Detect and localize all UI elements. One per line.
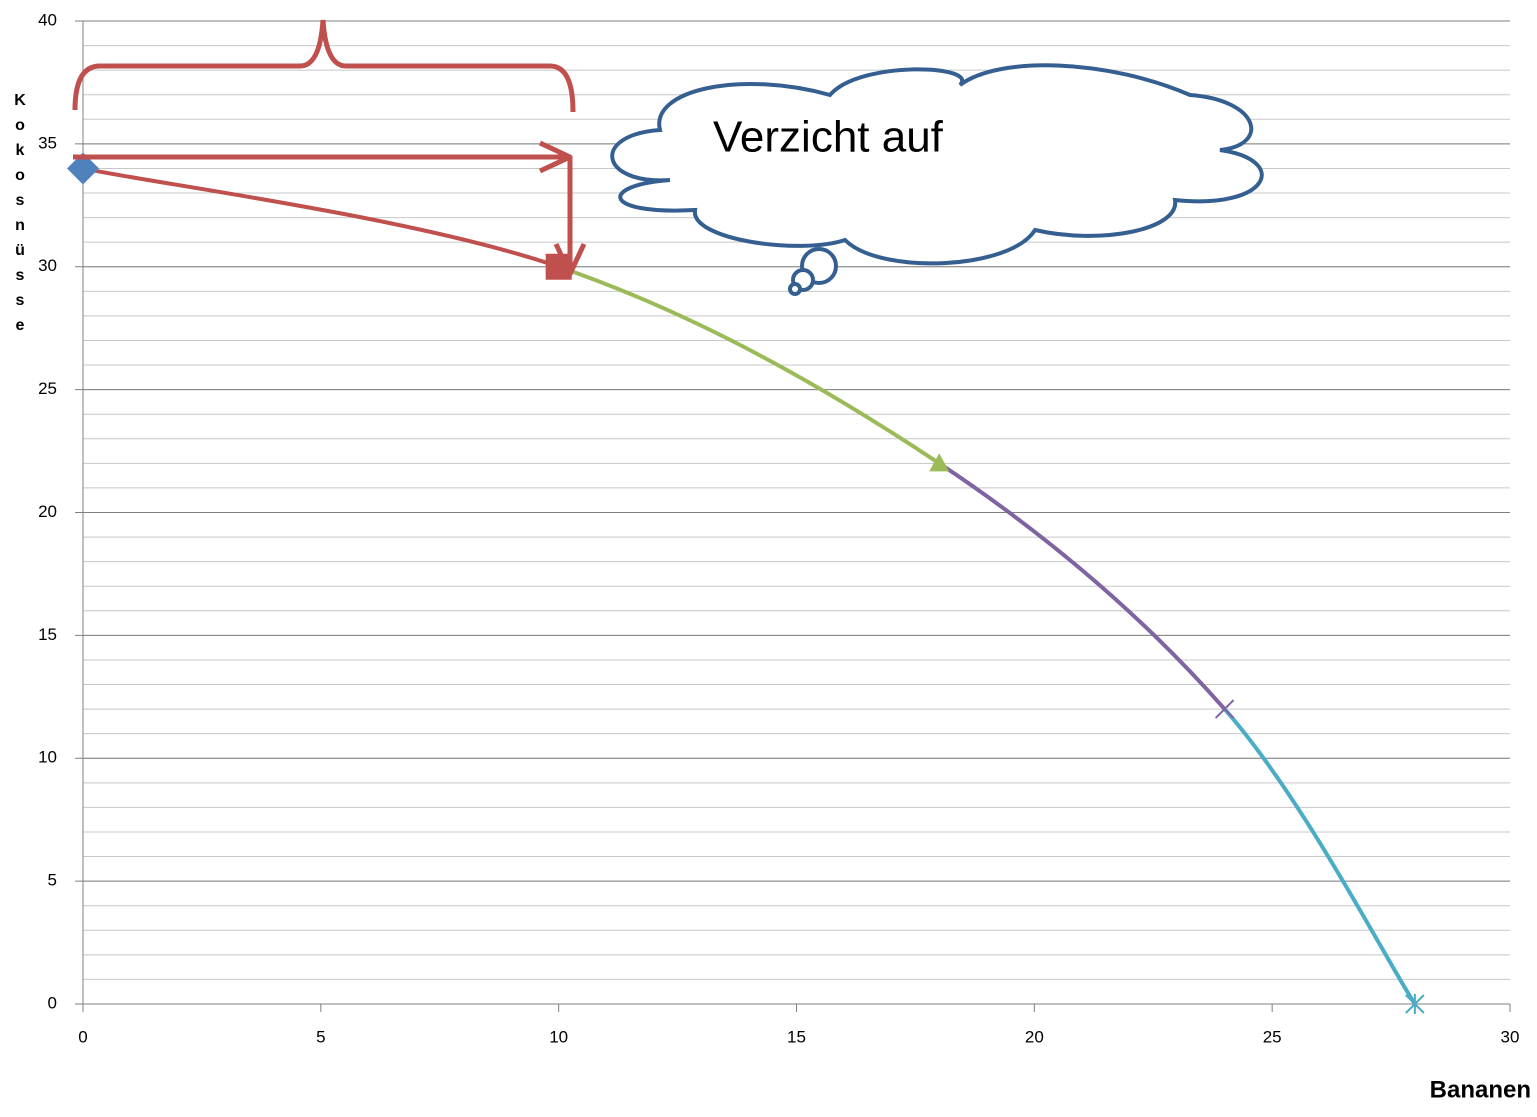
x-tick-label: 20 <box>1025 1027 1044 1046</box>
x-tick-label: 5 <box>316 1027 325 1046</box>
brace <box>72 19 576 113</box>
series-line <box>1223 707 1417 1006</box>
y-tick-label: 0 <box>48 993 57 1012</box>
y-tick-label: 10 <box>38 748 57 767</box>
marker <box>67 152 99 185</box>
annotation: Verzicht auf <box>713 113 944 162</box>
y-tick-label: 5 <box>48 871 57 890</box>
grid <box>75 20 1511 1012</box>
y-tick-label: 30 <box>38 256 57 275</box>
arrow-vertical <box>553 157 587 277</box>
marker <box>1214 699 1235 719</box>
y-tick-label: 35 <box>38 133 57 152</box>
y-tick-label: 20 <box>38 502 57 521</box>
series-line <box>82 166 560 269</box>
thought-cloud <box>610 63 1264 296</box>
marks <box>67 152 1425 1014</box>
x-tick-label: 15 <box>787 1027 806 1046</box>
x-tick-label: 25 <box>1263 1027 1282 1046</box>
y-tick-label: 25 <box>38 379 57 398</box>
x-tick-label: 0 <box>78 1027 87 1046</box>
series-line <box>558 264 941 466</box>
x-tick-label: 10 <box>549 1027 568 1046</box>
arrow-horizontal <box>73 140 573 174</box>
series-line <box>938 461 1227 711</box>
marker <box>1405 994 1425 1014</box>
x-axis-label: Bananen <box>1430 1076 1531 1103</box>
y-tick-label: 40 <box>38 10 57 29</box>
marker <box>929 453 950 472</box>
x-tick-label: 30 <box>1501 1027 1520 1046</box>
y-axis-label: Kokosnüsse <box>12 92 29 342</box>
y-tick-label: 15 <box>38 625 57 644</box>
